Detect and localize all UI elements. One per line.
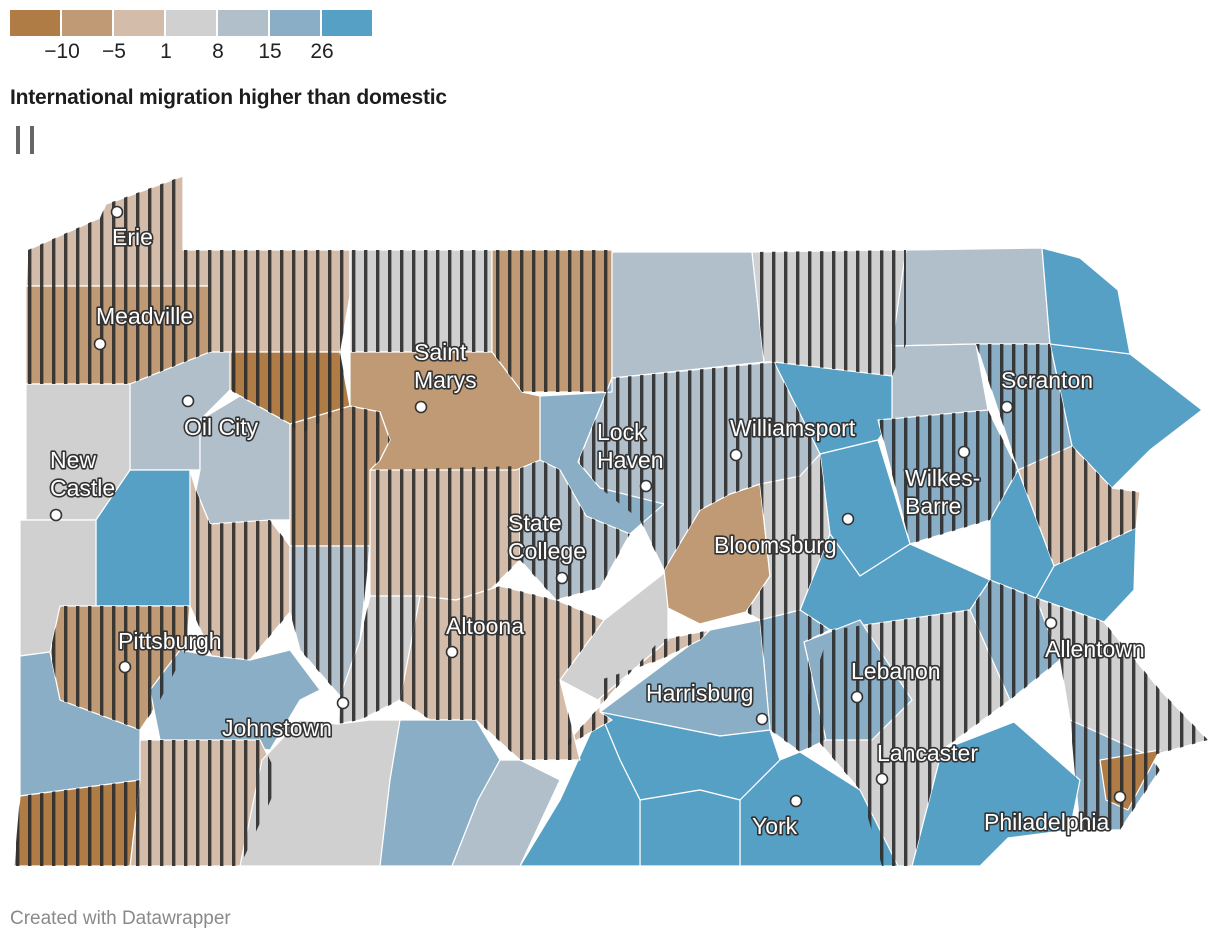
city-label: Lancaster [877,740,978,766]
county-hatch-overlay [350,250,492,352]
city-label: College [508,538,586,564]
city-label: Lock [597,419,646,445]
city-label: Scranton [1001,367,1093,393]
county-hatch-overlay [970,580,1060,700]
legend-tick: 15 [258,40,282,63]
hatch-legend-title: International migration higher than dome… [10,86,447,109]
city-label: State [508,510,562,536]
city-label: Allentown [1045,636,1145,662]
city-label: Oil City [184,414,259,440]
legend-tick: 1 [160,40,172,63]
city-label: Erie [112,224,153,250]
county-hatch-overlay [26,286,210,384]
city-label: Johnstown [222,715,332,741]
city-marker[interactable] [110,205,124,219]
city-label: Haven [597,447,663,473]
credit-text: Created with Datawrapper [10,908,231,929]
county-hatch-overlay [190,470,290,660]
county-hatch-overlay [1018,446,1140,566]
city-label: Altoona [446,613,524,639]
county-hatch-overlay [878,410,1018,544]
city-label: Wilkes- [905,465,980,491]
color-legend: −10 −5 1 8 15 26 [10,10,374,63]
city-marker[interactable] [957,445,971,459]
city-marker[interactable] [336,696,350,710]
city-marker[interactable] [93,337,107,351]
city-label: Philadelphia [984,809,1110,835]
county-hatch-overlay [338,596,420,724]
county-hatch-overlay [290,406,390,546]
city-marker[interactable] [181,394,195,408]
county-region[interactable] [891,247,1051,347]
county-hatch-overlay [1070,720,1160,830]
city-marker[interactable] [1044,616,1058,630]
legend-tick: 8 [212,40,224,63]
legend-swatch [114,10,164,36]
legend-swatch [166,10,216,36]
county-hatch-overlay [746,454,830,620]
county-hatch-overlay [976,344,1072,470]
city-marker[interactable] [639,479,653,493]
county-hatch-overlay [1036,598,1208,756]
city-label: Castle [50,475,115,501]
county-hatch-overlay [400,586,604,760]
vertical-stripes-pattern-icon [12,126,36,154]
city-label: Marys [414,367,477,393]
legend-swatch [218,10,268,36]
city-marker[interactable] [875,772,889,786]
legend-tick: −5 [102,40,126,63]
city-marker[interactable] [850,690,864,704]
city-marker[interactable] [49,508,63,522]
city-marker[interactable] [118,660,132,674]
city-label: Saint [414,339,467,365]
city-label: Lebanon [851,658,941,684]
city-marker[interactable] [414,400,428,414]
county-region[interactable] [891,343,989,421]
legend-swatch [270,10,320,36]
legend-tick: 26 [310,40,334,63]
county-hatch-overlay [210,250,350,352]
legend-swatch [62,10,112,36]
county-hatch-overlay [492,250,612,392]
legend-tick: −10 [44,40,80,63]
city-marker[interactable] [555,571,569,585]
city-label: Barre [905,493,961,519]
county-region[interactable] [911,721,1081,867]
city-label: York [752,813,798,839]
city-label: Pittsburgh [118,628,222,654]
county-region[interactable] [519,711,641,867]
legend-swatch [10,10,60,36]
county-hatch-overlay [230,352,350,434]
county-hatch-overlay [26,176,210,286]
city-label: Bloomsburg [714,532,837,558]
county-hatch-overlay [560,630,710,750]
county-region[interactable] [639,789,741,867]
city-marker[interactable] [755,712,769,726]
city-label: New [50,447,96,473]
city-marker[interactable] [729,448,743,462]
city-label: Meadville [96,303,193,329]
county-hatch-overlay [752,250,906,376]
county-hatch-overlay [800,610,1010,866]
county-hatch-overlay [760,610,830,752]
county-hatch-overlay [290,546,370,696]
county-hatch-overlay [370,466,520,600]
city-marker[interactable] [841,512,855,526]
city-label: Harrisburg [646,680,753,706]
city-marker[interactable] [1113,790,1127,804]
county-hatch-overlay [578,362,820,570]
county-hatch-overlay [130,740,280,866]
county-hatch-overlay [14,780,140,866]
city-label: Williamsport [730,415,856,441]
legend-swatch [322,10,372,36]
county-region[interactable] [611,251,765,379]
city-marker[interactable] [789,794,803,808]
city-marker[interactable] [445,645,459,659]
city-marker[interactable] [1000,400,1014,414]
county-hatch-overlay [516,460,630,600]
